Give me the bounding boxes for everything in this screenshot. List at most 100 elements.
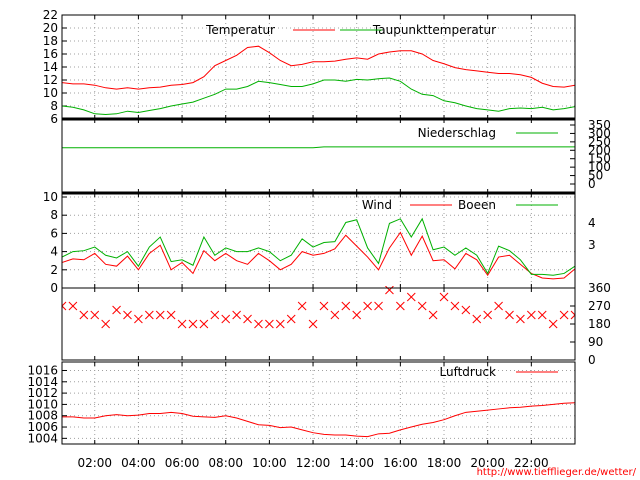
data-point (559, 310, 569, 320)
data-point (62, 301, 67, 311)
marker-stroke (461, 305, 471, 315)
marker-stroke (62, 305, 67, 311)
marker-stroke (450, 301, 460, 311)
data-point (406, 292, 416, 302)
x-tick-label: 10:00 (252, 456, 287, 470)
marker-stroke (570, 310, 575, 316)
data-point (516, 314, 525, 324)
marker-stroke (210, 310, 220, 320)
data-point (166, 310, 176, 320)
marker-stroke (123, 310, 132, 320)
y-tick-label: 150 (588, 152, 611, 166)
y-tick-label: 10 (43, 190, 58, 204)
marker-stroke (526, 310, 536, 320)
y-tick-label: 0 (50, 281, 58, 295)
marker-stroke (330, 310, 340, 320)
y-tick-label: 1006 (27, 420, 58, 434)
y-tick-label: 6 (50, 112, 58, 126)
y-tick-label: 10 (43, 86, 58, 100)
data-point (439, 292, 449, 302)
y-tick-label: 300 (588, 126, 611, 140)
panel-frame (61, 118, 576, 194)
y-tick-label: 16 (43, 47, 58, 61)
y-tick-label: 8 (50, 99, 58, 113)
marker-stroke (570, 314, 575, 320)
marker-stroke (47, 311, 55, 319)
x-tick-label: 20:00 (470, 456, 505, 470)
x-tick-label: 16:00 (383, 456, 418, 470)
data-point (526, 310, 536, 320)
marker-stroke (243, 314, 252, 324)
data-point (319, 301, 329, 311)
data-point (177, 319, 187, 329)
marker-stroke (232, 310, 241, 320)
marker-stroke (90, 310, 100, 320)
marker-stroke (177, 319, 187, 329)
marker-stroke (363, 301, 372, 311)
data-point (243, 314, 252, 324)
y-tick-label: 1014 (27, 375, 58, 389)
marker-stroke (483, 310, 493, 320)
niederschlag-line (62, 146, 575, 149)
marker-stroke (341, 301, 351, 311)
data-point (112, 305, 121, 315)
x-tick-label: 02:00 (77, 456, 112, 470)
data-point (570, 310, 575, 320)
data-point (101, 319, 111, 329)
y-tick-label: 0 (588, 177, 596, 191)
marker-stroke (516, 314, 525, 324)
data-point (385, 286, 394, 295)
marker-stroke (68, 301, 78, 311)
marker-stroke (144, 310, 154, 320)
data-point (330, 310, 340, 320)
x-tick-label: 08:00 (208, 456, 243, 470)
y-tick-label: 0 (588, 353, 596, 367)
data-point (297, 301, 307, 311)
data-point (275, 319, 285, 329)
data-point (363, 301, 372, 311)
data-point (199, 319, 209, 329)
data-point (144, 310, 154, 320)
legend-label: Luftdruck (439, 365, 496, 379)
legend-label: Taupunkttemperatur (372, 23, 496, 37)
y-tick-label: 1004 (27, 431, 58, 445)
data-point (537, 310, 547, 320)
data-point (308, 319, 318, 329)
marker-stroke (494, 301, 503, 311)
marker-stroke (472, 314, 482, 324)
data-point (450, 301, 460, 311)
data-point (232, 310, 241, 320)
y-tick-label: 1008 (27, 409, 58, 423)
marker-stroke (396, 301, 405, 311)
y-tick-label: 200 (588, 143, 611, 157)
marker-stroke (155, 310, 165, 320)
marker-stroke (221, 314, 231, 324)
marker-stroke (199, 319, 209, 329)
marker-stroke (62, 301, 67, 307)
data-point (505, 310, 514, 320)
legend-label: Boeen (458, 198, 496, 212)
marker-stroke (286, 314, 296, 324)
data-point (265, 319, 274, 329)
marker-stroke (134, 314, 143, 324)
y-tick-label: 180 (588, 317, 611, 331)
marker-stroke (417, 301, 427, 311)
marker-stroke (188, 319, 198, 329)
marker-stroke (406, 292, 416, 302)
y-tick-label: 250 (588, 135, 611, 149)
marker-stroke (428, 310, 438, 320)
taupunkttemperatur-line (62, 77, 575, 115)
x-tick-label: 14:00 (339, 456, 374, 470)
data-point (188, 319, 198, 329)
luftdruck-line (62, 402, 575, 438)
data-point (254, 319, 263, 329)
data-point (396, 301, 405, 311)
x-tick-label: 12:00 (296, 456, 331, 470)
data-point (68, 301, 78, 311)
y-tick-label: 1010 (27, 397, 58, 411)
marker-stroke (439, 292, 449, 302)
y-tick-label: 14 (43, 60, 58, 74)
data-point (90, 310, 100, 320)
y-tick-label: 18 (43, 34, 58, 48)
marker-stroke (101, 319, 111, 329)
